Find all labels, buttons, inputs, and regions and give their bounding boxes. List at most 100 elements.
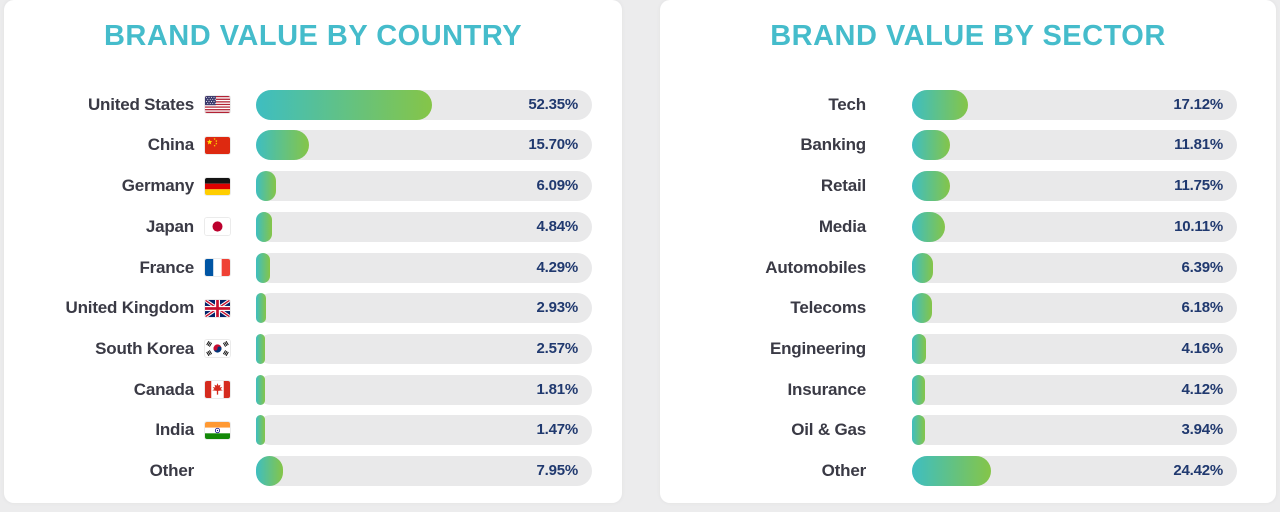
category-label: India [155,420,194,440]
value-label: 11.75% [1174,177,1223,195]
bar-track: 4.84% [256,211,592,242]
category-label: United Kingdom [65,298,195,318]
bar-track: 6.18% [912,293,1237,324]
bar-fill [912,374,926,405]
bar-fill [912,171,951,202]
value-label: 2.57% [536,339,578,357]
value-label: 17.12% [1173,95,1223,113]
bar-row: Oil & Gas 3.94% [660,415,1276,446]
category-label: China [147,135,194,155]
value-label: 11.81% [1174,136,1223,154]
sector-chart-card: BRAND VALUE BY SECTOR Tech 17.12% Banking 1… [660,0,1276,503]
bar-fill [256,130,309,161]
bar-track: 2.57% [256,333,592,364]
bar-row: Media 10.11% [660,211,1276,242]
category-label: Telecoms [790,298,866,318]
bar-track: 2.93% [256,293,592,324]
bar-fill [912,252,933,283]
value-label: 1.81% [536,380,578,398]
bar-track: 4.16% [912,333,1237,364]
category-label: Engineering [769,338,866,358]
bar-track: 6.39% [912,252,1237,283]
bar-row: Other 24.42% [660,455,1276,486]
bar-row: Tech 17.12% [660,89,1276,120]
category-label: Automobiles [765,257,866,277]
bar-row: Engineering 4.16% [660,333,1276,364]
flag-japan-icon [205,218,230,236]
bar-fill [912,89,968,120]
bar-row: China 15.70% [4,130,622,161]
category-label: Retail [820,176,866,196]
sector-bar-list: Tech 17.12% Banking 11.81% Retail 11.75% Media… [660,89,1276,486]
value-label: 24.42% [1173,461,1223,479]
category-label: Banking [800,135,866,155]
value-label: 4.12% [1181,380,1223,398]
value-label: 15.70% [528,136,578,154]
bar-row: Insurance 4.12% [660,374,1276,405]
bar-row: Other 7.95% [4,455,622,486]
bar-track: 1.81% [256,374,592,405]
category-label: Canada [133,379,194,399]
bar-row: Automobiles 6.39% [660,252,1276,283]
bar-fill [912,415,925,446]
value-label: 1.47% [536,421,578,439]
value-label: 6.39% [1181,258,1223,276]
value-label: 7.95% [536,461,578,479]
bar-row: Banking 11.81% [660,130,1276,161]
bar-row: Retail 11.75% [660,171,1276,202]
category-label: South Korea [95,338,194,358]
country-chart-title: BRAND VALUE BY COUNTRY [103,20,523,52]
bar-track: 17.12% [912,89,1237,120]
bar-track: 11.75% [912,171,1237,202]
bar-track: 7.95% [256,455,592,486]
category-label: Insurance [787,379,866,399]
bar-track: 52.35% [256,89,592,120]
bar-row: India 1.47% [4,415,622,446]
flag-united-kingdom-icon [205,299,230,317]
flag-china-icon [205,136,230,154]
country-bar-list: United States 52.35% China 15.70% Germany 6.0… [4,89,622,486]
bar-row: United Kingdom 2.93% [4,293,622,324]
flag-south-korea-icon [205,340,230,358]
value-label: 2.93% [536,299,578,317]
bar-fill [256,333,265,364]
flag-france-icon [205,259,230,277]
bar-fill [256,171,277,202]
flag-germany-icon [205,177,230,195]
bar-fill [912,130,951,161]
value-label: 52.35% [528,95,578,113]
category-label: Oil & Gas [791,420,866,440]
value-label: 10.11% [1174,217,1223,235]
value-label: 4.84% [536,217,578,235]
bar-fill [256,293,266,324]
bar-track: 11.81% [912,130,1237,161]
category-label: United States [87,94,194,114]
bar-track: 3.94% [912,415,1237,446]
bar-track: 6.09% [256,171,592,202]
bar-fill [256,374,265,405]
bar-fill [912,211,945,242]
country-chart-card: BRAND VALUE BY COUNTRY United States 52.3… [4,0,622,503]
bar-track: 4.29% [256,252,592,283]
bar-track: 10.11% [912,211,1237,242]
bar-fill [912,455,992,486]
category-label: France [139,257,194,277]
bar-row: United States 52.35% [4,89,622,120]
flag-india-icon [205,421,230,439]
value-label: 3.94% [1181,421,1223,439]
bar-track: 15.70% [256,130,592,161]
category-label: Other [149,460,195,480]
bar-fill [912,333,926,364]
bar-row: South Korea 2.57% [4,333,622,364]
value-label: 6.18% [1181,299,1223,317]
bar-track: 1.47% [256,415,592,446]
bar-track: 24.42% [912,455,1237,486]
category-label: Tech [828,94,866,114]
value-label: 6.09% [536,177,578,195]
bar-row: Canada 1.81% [4,374,622,405]
category-label: Japan [145,216,194,236]
flag-canada-icon [205,381,230,399]
value-label: 4.29% [536,258,578,276]
bar-fill [256,455,283,486]
bar-row: France 4.29% [4,252,622,283]
